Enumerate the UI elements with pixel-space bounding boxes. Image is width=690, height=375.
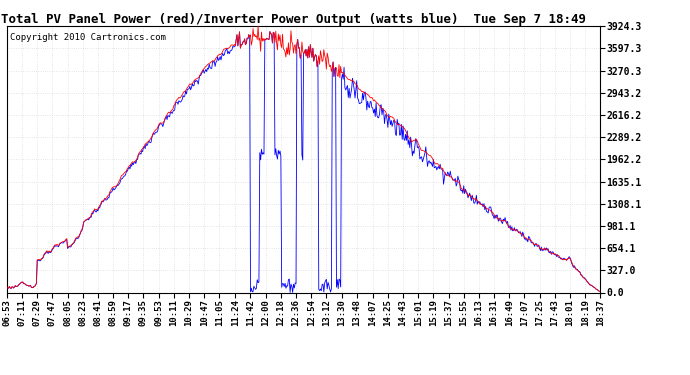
Text: Copyright 2010 Cartronics.com: Copyright 2010 Cartronics.com [10, 33, 166, 42]
Text: Total PV Panel Power (red)/Inverter Power Output (watts blue)  Tue Sep 7 18:49: Total PV Panel Power (red)/Inverter Powe… [1, 13, 586, 26]
